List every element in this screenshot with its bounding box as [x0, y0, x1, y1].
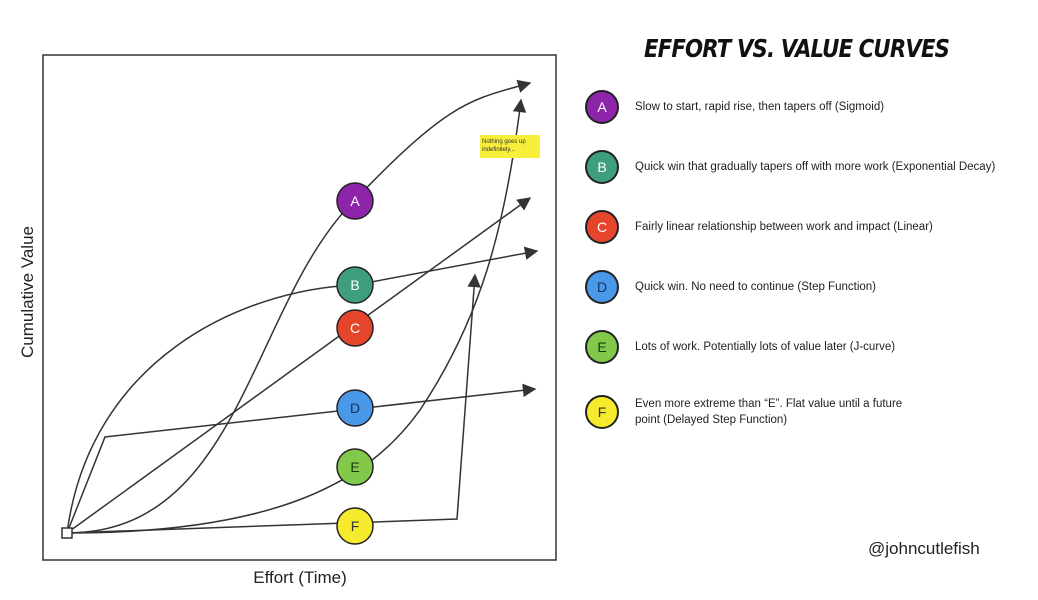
legend-badge: C [585, 210, 619, 244]
legend-description: Slow to start, rapid rise, then tapers o… [635, 101, 885, 113]
y-axis-label: Cumulative Value [18, 226, 37, 358]
curve-node-f: F [336, 507, 374, 545]
curve-node-a: A [336, 182, 374, 220]
node-circle [336, 448, 374, 486]
legend-badge: D [585, 270, 619, 304]
legend-item-f: F Even more extreme than “E”. Flat value … [585, 395, 915, 429]
curve-node-b: B [336, 266, 374, 304]
legend-item-d: D Quick win. No need to continue (Step Fu… [585, 270, 876, 304]
node-label: C [350, 320, 360, 336]
node-circle [336, 182, 374, 220]
node-label: F [351, 518, 360, 534]
curve-e [66, 98, 527, 534]
sticky-note: Nothing goes up indefinitely... [480, 135, 540, 158]
curve-f [66, 273, 481, 534]
curve-node-d: D [336, 389, 374, 427]
curve-c [66, 197, 532, 534]
curve-node-c: C [336, 309, 374, 347]
curve-a [66, 79, 532, 534]
node-circle [336, 309, 374, 347]
node-circle [336, 507, 374, 545]
node-label: A [350, 193, 360, 209]
legend-item-e: E Lots of work. Potentially lots of value… [585, 330, 895, 364]
curve-node-e: E [336, 448, 374, 486]
node-label: D [350, 400, 360, 416]
legend-description: Lots of work. Potentially lots of value … [635, 341, 896, 353]
legend-badge: A [585, 90, 619, 124]
legend-description: Even more extreme than “E”. Flat value u… [635, 398, 903, 426]
origin-marker [61, 527, 73, 539]
node-circle [336, 266, 374, 304]
page-title: EFFORT VS. VALUE CURVES [644, 34, 950, 63]
legend-item-c: C Fairly linear relationship between work… [585, 210, 933, 244]
author-handle: @johncutlefish [868, 539, 980, 558]
node-label: E [350, 459, 359, 475]
legend-badge: B [585, 150, 619, 184]
legend-description: Quick win that gradually tapers off with… [635, 161, 996, 173]
legend-badge: F [585, 395, 619, 429]
x-axis-label: Effort (Time) [253, 568, 347, 587]
legend-description: Quick win. No need to continue (Step Fun… [635, 281, 876, 293]
curve-d [66, 383, 537, 534]
node-circle [336, 389, 374, 427]
legend-description: Fairly linear relationship between work … [635, 221, 933, 233]
plot-frame [42, 54, 557, 561]
legend-item-b: B Quick win that gradually tapers off wit… [585, 150, 995, 184]
legend-item-a: A Slow to start, rapid rise, then tapers … [585, 90, 884, 124]
node-label: B [350, 277, 359, 293]
legend-badge: E [585, 330, 619, 364]
curve-b [66, 246, 539, 534]
